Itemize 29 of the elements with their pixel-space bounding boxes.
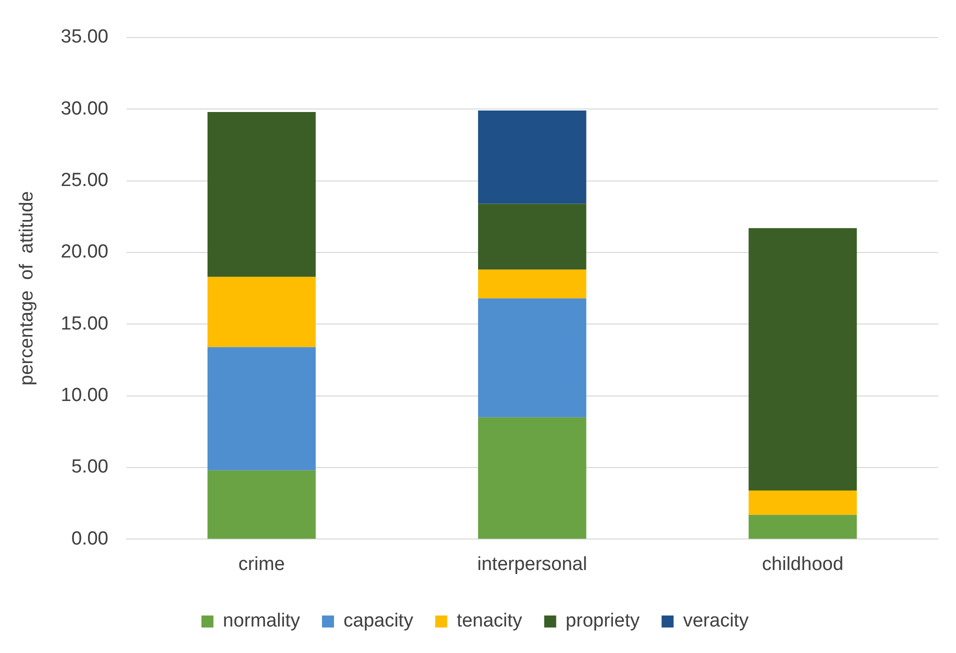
y-tick-label: 35.00 bbox=[60, 26, 108, 48]
bar bbox=[478, 110, 586, 204]
bar bbox=[748, 514, 857, 539]
bar bbox=[208, 112, 316, 277]
legend-label: propriety bbox=[566, 610, 640, 632]
y-tick-label: 10.00 bbox=[60, 385, 108, 406]
y-tick-label: 30.00 bbox=[60, 98, 108, 120]
bar bbox=[478, 270, 586, 298]
bar bbox=[208, 470, 316, 539]
bar bbox=[748, 228, 857, 490]
legend-label: tenacity bbox=[456, 610, 523, 632]
x-tick-label: interpersonal bbox=[477, 554, 588, 575]
legend-label: veracity bbox=[683, 610, 750, 632]
y-tick-label: 25.00 bbox=[60, 170, 108, 192]
bar bbox=[478, 298, 586, 418]
y-tick-label: 15.00 bbox=[60, 313, 108, 334]
bar bbox=[208, 276, 316, 348]
bar bbox=[748, 490, 857, 515]
y-tick-label: 0.00 bbox=[71, 528, 108, 550]
legend-label: capacity bbox=[344, 610, 414, 632]
x-tick-label: childhood bbox=[762, 554, 844, 575]
y-tick-label: 5.00 bbox=[71, 456, 108, 478]
bar bbox=[478, 417, 586, 539]
legend-label: normality bbox=[222, 610, 301, 632]
y-axis-title: percentage of attitude bbox=[16, 191, 38, 386]
x-tick-label: crime bbox=[238, 554, 285, 575]
bar bbox=[478, 204, 586, 270]
bar bbox=[208, 347, 316, 470]
y-tick-label: 20.00 bbox=[60, 242, 108, 263]
